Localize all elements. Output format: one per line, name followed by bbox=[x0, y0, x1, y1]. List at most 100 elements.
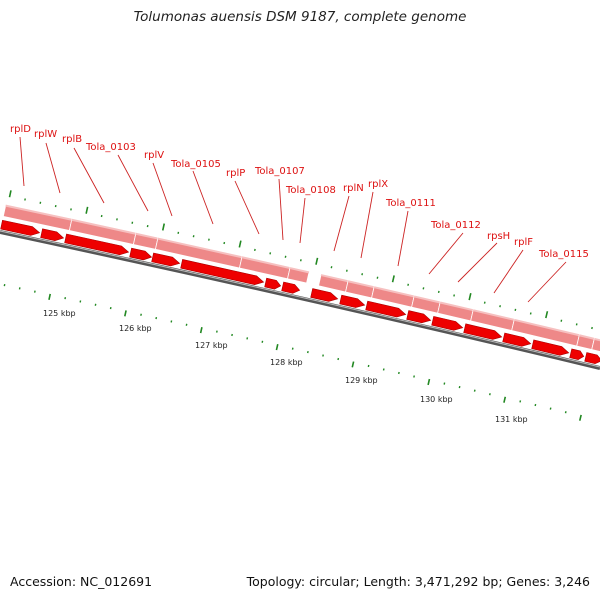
cds-arrow bbox=[431, 316, 464, 331]
label-connector-line bbox=[397, 210, 409, 267]
gene-band-highlight bbox=[439, 301, 474, 312]
gene-band-highlight bbox=[241, 256, 291, 270]
gene-label-rplN[interactable]: rplN bbox=[343, 183, 364, 194]
cds-arrow bbox=[406, 310, 432, 324]
gene-band-highlight bbox=[135, 232, 159, 240]
scale-label-131kbp: 131 kbp bbox=[495, 415, 528, 424]
gene-label-rplF[interactable]: rplF bbox=[514, 237, 533, 248]
gene-band-track bbox=[2, 204, 600, 352]
genome-backbone-highlight bbox=[0, 230, 600, 368]
scale-major-tick bbox=[578, 414, 582, 421]
gene-band-highlight bbox=[347, 280, 375, 289]
gene-label-tola-0112[interactable]: Tola_0112 bbox=[430, 220, 481, 231]
scale-label-126kbp: 126 kbp bbox=[119, 324, 152, 333]
cds-track bbox=[0, 219, 600, 365]
upper-major-tick bbox=[315, 257, 319, 265]
gene-band-segment bbox=[591, 337, 600, 352]
gene-band-highlight bbox=[513, 318, 580, 337]
label-connector-line bbox=[278, 178, 284, 241]
label-connector-line bbox=[152, 162, 173, 217]
label-connector-line bbox=[73, 147, 105, 204]
label-connector-line bbox=[527, 261, 567, 303]
upper-major-tick bbox=[238, 240, 242, 248]
gene-band-highlight bbox=[579, 334, 595, 340]
gene-label-tola-0108[interactable]: Tola_0108 bbox=[285, 185, 336, 196]
gene-label-tola-0103[interactable]: Tola_0103 bbox=[85, 142, 136, 153]
gene-band-highlight bbox=[5, 204, 72, 221]
scale-label-129kbp: 129 kbp bbox=[345, 376, 378, 385]
gene-band-highlight bbox=[373, 286, 415, 298]
label-connector-line bbox=[333, 195, 350, 252]
label-connector-line bbox=[428, 232, 464, 275]
gene-label-rpsH[interactable]: rpsH bbox=[487, 231, 510, 242]
cds-arrow bbox=[365, 300, 407, 318]
gene-band-segment bbox=[411, 294, 441, 314]
scale-label-128kbp: 128 kbp bbox=[270, 358, 303, 367]
gene-band-highlight bbox=[320, 274, 349, 283]
accession-text: Accession: NC_012691 bbox=[10, 574, 153, 589]
gene-band-segment bbox=[345, 279, 375, 299]
cds-arrow bbox=[64, 233, 130, 256]
label-connector-line bbox=[117, 154, 149, 212]
genome-backbone bbox=[0, 230, 600, 370]
label-connector-line bbox=[192, 170, 214, 225]
gene-band-highlight bbox=[413, 295, 441, 304]
label-connector-line bbox=[360, 191, 374, 259]
label-connector-line bbox=[234, 180, 260, 235]
gene-band-highlight bbox=[472, 309, 515, 321]
gene-label-tola-0111[interactable]: Tola_0111 bbox=[385, 198, 436, 209]
scale-major-tick bbox=[275, 344, 279, 351]
gene-band-highlight bbox=[71, 218, 136, 235]
gene-label-rplW[interactable]: rplW bbox=[34, 129, 57, 140]
upper-major-tick bbox=[85, 206, 89, 214]
scale-tick-track bbox=[3, 283, 582, 421]
label-connector-line bbox=[45, 142, 61, 194]
upper-major-tick bbox=[161, 223, 166, 231]
cds-arrow bbox=[281, 281, 301, 294]
scale-label-127kbp: 127 kbp bbox=[195, 341, 228, 350]
gene-band-highlight bbox=[157, 237, 243, 259]
gene-label-tola-0105[interactable]: Tola_0105 bbox=[170, 159, 221, 170]
gene-label-rplV[interactable]: rplV bbox=[144, 150, 164, 161]
upper-major-tick bbox=[545, 311, 549, 319]
gene-label-rplD[interactable]: rplD bbox=[10, 124, 31, 135]
gene-label-tola-0107[interactable]: Tola_0107 bbox=[254, 166, 305, 177]
scale-major-tick bbox=[199, 327, 203, 334]
scale-major-tick bbox=[503, 396, 507, 403]
scale-major-tick bbox=[427, 378, 431, 386]
cds-arrow bbox=[531, 339, 570, 356]
upper-major-tick bbox=[468, 293, 472, 301]
gene-label-rplP[interactable]: rplP bbox=[226, 168, 245, 179]
upper-tick-track bbox=[8, 190, 593, 330]
gene-band-highlight bbox=[289, 267, 310, 274]
gene-label-rplX[interactable]: rplX bbox=[368, 179, 388, 190]
cds-arrow bbox=[310, 288, 339, 302]
cds-arrow bbox=[0, 219, 41, 236]
map-title: Tolumonas auensis DSM 9187, complete gen… bbox=[133, 9, 467, 25]
cds-arrow bbox=[339, 294, 366, 308]
cds-arrow bbox=[584, 352, 600, 365]
scale-label-130kbp: 130 kbp bbox=[420, 395, 453, 404]
scale-label-125kbp: 125 kbp bbox=[43, 309, 76, 318]
scale-major-tick bbox=[124, 310, 127, 317]
cds-arrow bbox=[264, 277, 282, 290]
upper-major-tick bbox=[8, 190, 12, 198]
cds-arrow bbox=[180, 259, 265, 286]
label-connector-line bbox=[457, 242, 498, 283]
scale-major-tick bbox=[48, 293, 52, 300]
cds-arrow bbox=[569, 348, 585, 361]
gene-band-segment bbox=[318, 273, 349, 293]
label-connector-line bbox=[493, 249, 524, 294]
gene-band-highlight bbox=[594, 337, 600, 342]
cds-arrow bbox=[151, 252, 181, 267]
genome-summary-text: Topology: circular; Length: 3,471,292 bp… bbox=[246, 574, 590, 589]
label-connector-line bbox=[19, 136, 25, 187]
gene-label-rplB[interactable]: rplB bbox=[62, 134, 82, 145]
gene-label-tola-0115[interactable]: Tola_0115 bbox=[538, 249, 589, 260]
upper-major-tick bbox=[391, 275, 395, 283]
label-connectors bbox=[19, 136, 567, 303]
cds-arrow bbox=[502, 332, 532, 347]
cds-arrow bbox=[129, 247, 153, 261]
label-connector-line bbox=[299, 197, 306, 244]
